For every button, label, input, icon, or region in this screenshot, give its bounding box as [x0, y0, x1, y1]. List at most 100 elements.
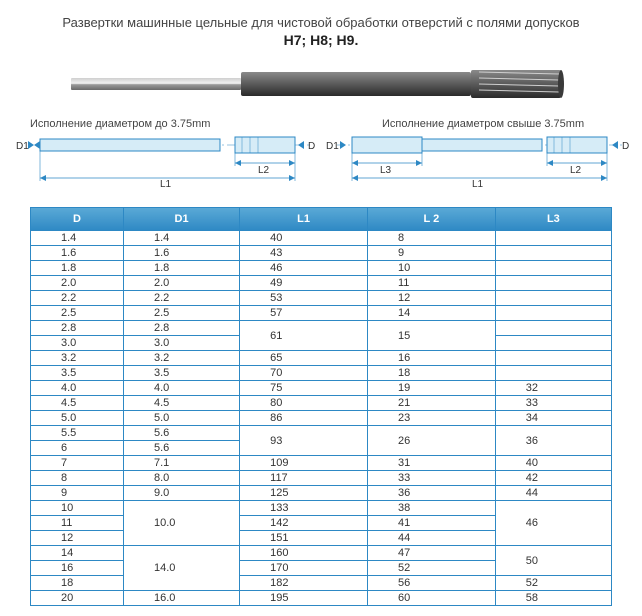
cell-d1: 1.4	[123, 231, 239, 246]
cell-d: 10	[31, 501, 124, 516]
table-row: 181825652	[31, 576, 612, 591]
dim-l2-label: L2	[258, 165, 270, 176]
cell-l2: 52	[367, 561, 495, 576]
dimension-table: D D1 L1 L 2 L3 1.41.44081.61.64391.81.84…	[30, 207, 612, 606]
cell-d1: 7.1	[123, 456, 239, 471]
table-row: 1.41.4408	[31, 231, 612, 246]
cell-l1: 70	[240, 366, 368, 381]
cell-d: 3.2	[31, 351, 124, 366]
table-row: 1414.01604750	[31, 546, 612, 561]
cell-d: 9	[31, 486, 124, 501]
cell-l2: 60	[367, 591, 495, 606]
dim-l1-label-r: L1	[472, 179, 484, 188]
cell-l3: 50	[495, 546, 611, 576]
diagram-left-label: Исполнение диаметром до 3.75mm	[10, 118, 320, 130]
dim-l1-label: L1	[160, 179, 172, 188]
cell-l3: 40	[495, 456, 611, 471]
cell-d: 1.8	[31, 261, 124, 276]
cell-d1: 3.5	[123, 366, 239, 381]
cell-d1: 8.0	[123, 471, 239, 486]
cell-d: 6	[31, 441, 124, 456]
cell-d: 16	[31, 561, 124, 576]
cell-l1: 170	[240, 561, 368, 576]
title-line-2: H7; H8; H9.	[10, 32, 632, 48]
cell-d1: 5.6	[123, 441, 239, 456]
cell-d: 7	[31, 456, 124, 471]
cell-l1: 160	[240, 546, 368, 561]
col-l1: L1	[240, 208, 368, 231]
table-row: 4.04.0751932	[31, 381, 612, 396]
col-d1: D1	[123, 208, 239, 231]
cell-l3	[495, 306, 611, 321]
cell-l2: 10	[367, 261, 495, 276]
table-row: 5.05.0862334	[31, 411, 612, 426]
cell-d1: 1.6	[123, 246, 239, 261]
cell-d: 4.5	[31, 396, 124, 411]
cell-d1: 16.0	[123, 591, 239, 606]
table-row: 1.61.6439	[31, 246, 612, 261]
cell-l2: 36	[367, 486, 495, 501]
cell-l3	[495, 366, 611, 381]
table-row: 2.82.86115	[31, 321, 612, 336]
cell-l2: 11	[367, 276, 495, 291]
cell-d: 5.0	[31, 411, 124, 426]
cell-l2: 41	[367, 516, 495, 531]
cell-l2: 15	[367, 321, 495, 351]
cell-d1: 14.0	[123, 546, 239, 591]
cell-d1: 1.8	[123, 261, 239, 276]
diagram-right-label: Исполнение диаметром свыше 3.75mm	[322, 118, 632, 130]
col-l2: L 2	[367, 208, 495, 231]
cell-l1: 80	[240, 396, 368, 411]
diagram-left: Исполнение диаметром до 3.75mm D1 D L2 L…	[10, 118, 320, 193]
cell-d: 2.0	[31, 276, 124, 291]
cell-d: 3.0	[31, 336, 124, 351]
cell-l2: 21	[367, 396, 495, 411]
cell-d1: 5.6	[123, 426, 239, 441]
table-row: 77.11093140	[31, 456, 612, 471]
cell-l3	[495, 336, 611, 351]
cell-l2: 44	[367, 531, 495, 546]
dim-d-label-r: D	[622, 141, 629, 152]
diagrams-row: Исполнение диаметром до 3.75mm D1 D L2 L…	[10, 118, 632, 193]
cell-d: 2.5	[31, 306, 124, 321]
cell-d1: 4.0	[123, 381, 239, 396]
cell-l1: 46	[240, 261, 368, 276]
table-row: 2016.01956058	[31, 591, 612, 606]
table-row: 2.02.04911	[31, 276, 612, 291]
cell-d: 11	[31, 516, 124, 531]
table-row: 2.52.55714	[31, 306, 612, 321]
cell-l1: 133	[240, 501, 368, 516]
cell-l3	[495, 321, 611, 336]
cell-d1: 10.0	[123, 501, 239, 546]
table-row: 1010.01333846	[31, 501, 612, 516]
col-l3: L3	[495, 208, 611, 231]
cell-d1: 2.2	[123, 291, 239, 306]
cell-d: 18	[31, 576, 124, 591]
cell-d: 8	[31, 471, 124, 486]
cell-l1: 109	[240, 456, 368, 471]
cell-l1: 43	[240, 246, 368, 261]
cell-d1: 3.0	[123, 336, 239, 351]
cell-l2: 33	[367, 471, 495, 486]
table-row: 88.01173342	[31, 471, 612, 486]
cell-d: 5.5	[31, 426, 124, 441]
cell-l2: 19	[367, 381, 495, 396]
cell-l2: 16	[367, 351, 495, 366]
cell-l1: 86	[240, 411, 368, 426]
cell-l1: 182	[240, 576, 368, 591]
cell-l1: 49	[240, 276, 368, 291]
cell-d: 4.0	[31, 381, 124, 396]
cell-d: 20	[31, 591, 124, 606]
table-row: 3.23.26516	[31, 351, 612, 366]
table-row: 2.22.25312	[31, 291, 612, 306]
cell-l2: 56	[367, 576, 495, 591]
cell-l1: 142	[240, 516, 368, 531]
table-row: 4.54.5802133	[31, 396, 612, 411]
cell-l3	[495, 351, 611, 366]
cell-l2: 14	[367, 306, 495, 321]
cell-d: 1.4	[31, 231, 124, 246]
cell-l2: 26	[367, 426, 495, 456]
dim-d1-label: D1	[16, 141, 29, 152]
cell-l1: 195	[240, 591, 368, 606]
cell-l3: 42	[495, 471, 611, 486]
